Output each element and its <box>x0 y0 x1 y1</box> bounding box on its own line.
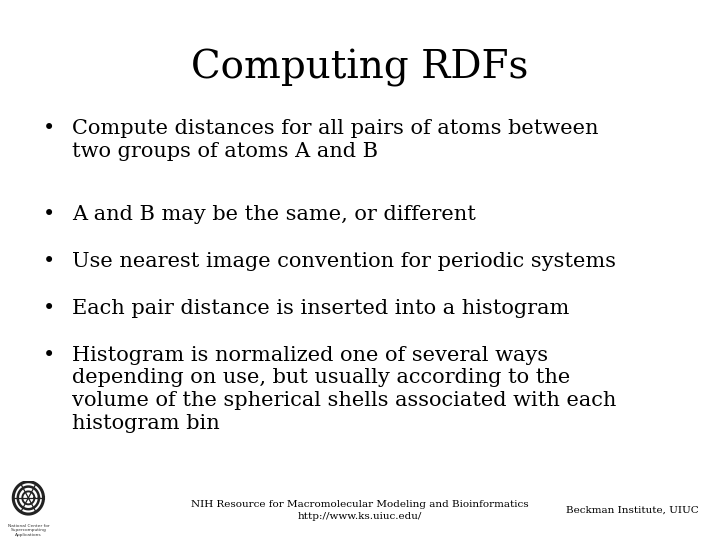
Text: •: • <box>43 119 55 138</box>
Text: Each pair distance is inserted into a histogram: Each pair distance is inserted into a hi… <box>72 299 570 318</box>
Text: •: • <box>43 252 55 271</box>
Text: •: • <box>43 299 55 318</box>
Text: A and B may be the same, or different: A and B may be the same, or different <box>72 205 476 224</box>
Text: Compute distances for all pairs of atoms between
two groups of atoms A and B: Compute distances for all pairs of atoms… <box>72 119 598 160</box>
Text: Computing RDFs: Computing RDFs <box>192 49 528 86</box>
Text: Histogram is normalized one of several ways
depending on use, but usually accord: Histogram is normalized one of several w… <box>72 346 616 433</box>
Text: National Center for
Supercomputing
Applications: National Center for Supercomputing Appli… <box>7 524 49 537</box>
Text: Use nearest image convention for periodic systems: Use nearest image convention for periodi… <box>72 252 616 271</box>
Text: NIH Resource for Macromolecular Modeling and Bioinformatics
http://www.ks.uiuc.e: NIH Resource for Macromolecular Modeling… <box>192 500 528 521</box>
Text: Beckman Institute, UIUC: Beckman Institute, UIUC <box>566 506 698 515</box>
Text: •: • <box>43 205 55 224</box>
Text: •: • <box>43 346 55 365</box>
